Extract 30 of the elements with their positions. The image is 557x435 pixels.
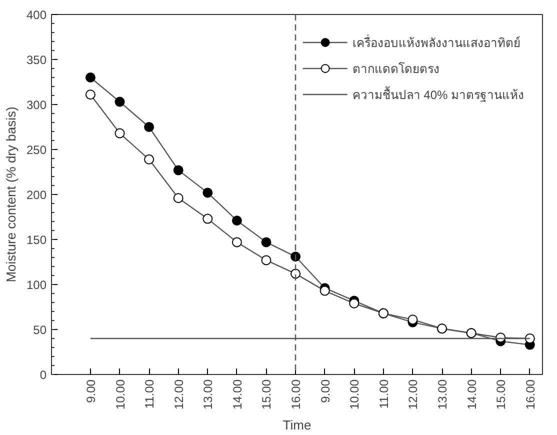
y-tick-label: 50 (33, 323, 47, 337)
y-axis-title: Moisture content (% dry basis) (3, 106, 18, 282)
legend-label: เครื่องอบแห้งพลังงานแสงอาทิตย์ (352, 34, 520, 52)
y-tick-label: 100 (26, 278, 47, 292)
legend-label: ความชื้นปลา 40% มาตรฐานแห้ง (352, 85, 524, 104)
y-tick-label: 150 (26, 233, 47, 247)
x-tick-label: 14.00 (230, 379, 244, 410)
y-tick-label: 400 (26, 8, 47, 22)
x-tick-label: 16.00 (523, 379, 538, 410)
x-axis-title: Time (282, 418, 312, 433)
y-tick-label: 0 (40, 368, 47, 382)
x-tick-label: 13.00 (436, 379, 450, 410)
y-tick-label: 300 (26, 98, 47, 112)
x-tick-label: 9.00 (318, 379, 332, 403)
y-tick-label: 350 (26, 53, 47, 67)
x-tick-label: 15.00 (494, 379, 508, 410)
x-tick-label: 11.00 (142, 379, 157, 409)
x-tick-label: 10.00 (348, 379, 362, 410)
legend-label: ตากแดดโดยตรง (352, 60, 440, 78)
y-tick-label: 250 (26, 143, 47, 157)
x-tick-label: 9.00 (84, 379, 98, 403)
x-tick-label: 12.00 (406, 379, 420, 410)
x-tick-label: 14.00 (464, 379, 479, 410)
x-tick-label: 16.00 (289, 379, 304, 410)
x-tick-label: 12.00 (172, 379, 186, 410)
x-tick-label: 11.00 (376, 379, 391, 409)
x-tick-label: 13.00 (201, 379, 216, 410)
y-tick-label: 200 (26, 188, 47, 202)
x-tick-label: 15.00 (260, 379, 274, 410)
x-tick-label: 10.00 (113, 379, 128, 410)
